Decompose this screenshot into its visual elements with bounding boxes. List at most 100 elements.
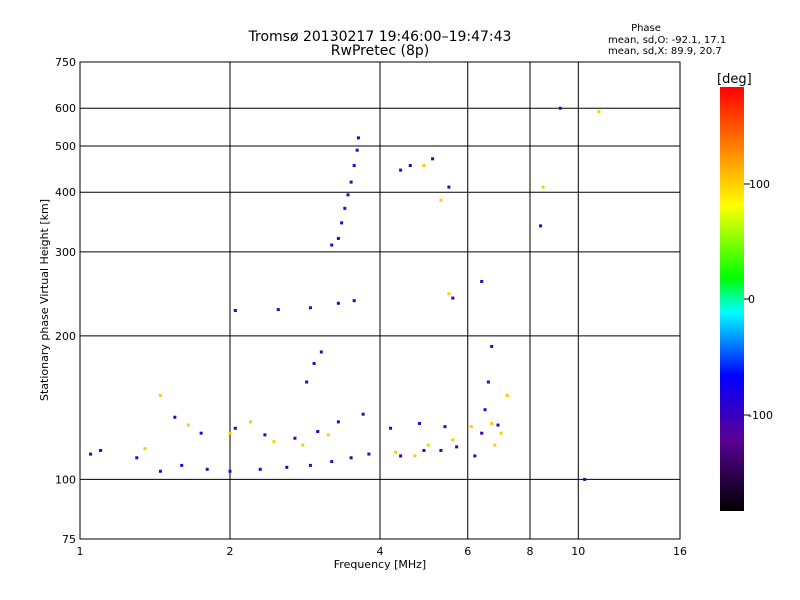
echo-point — [319, 350, 323, 354]
echo-point — [272, 440, 276, 444]
y-tick-label: 400 — [55, 186, 76, 199]
echo-point — [285, 465, 289, 469]
echo-point — [258, 467, 262, 471]
y-tick-labels: 75 100 200 300 400 500 600 750 — [55, 56, 76, 546]
x-tick-label: 10 — [571, 545, 585, 558]
y-tick-label: 200 — [55, 330, 76, 343]
echo-point — [439, 448, 443, 452]
echo-point — [399, 454, 403, 458]
echo-point — [228, 469, 232, 473]
echo-point — [352, 164, 356, 168]
y-tick-label: 600 — [55, 102, 76, 115]
echo-point — [451, 296, 455, 300]
echo-point — [367, 452, 371, 456]
echo-point — [180, 463, 184, 467]
echo-point — [417, 421, 421, 425]
colorbar-label-100: 100 — [749, 178, 770, 191]
y-axis-label: Stationary phase Virtual Height [km] — [38, 199, 51, 401]
echo-point — [499, 431, 503, 435]
echo-point — [399, 168, 403, 172]
echo-point — [597, 110, 601, 114]
echo-point — [343, 206, 347, 210]
echo-point — [340, 221, 344, 225]
chart-grid — [80, 62, 680, 539]
echo-point — [228, 431, 232, 435]
y-tick-label: 100 — [55, 473, 76, 486]
echo-point — [199, 431, 203, 435]
echo-point — [422, 164, 426, 168]
echo-point — [480, 431, 484, 435]
echo-point — [483, 408, 487, 412]
echo-point — [352, 299, 356, 303]
echo-point — [361, 412, 365, 416]
echo-point — [473, 454, 477, 458]
x-tick-label: 4 — [377, 545, 384, 558]
echo-point — [336, 236, 340, 240]
x-axis-label: Frequency [MHz] — [334, 558, 426, 571]
echo-point — [426, 443, 430, 447]
echo-point — [135, 456, 139, 460]
title-line-2: RwPretec (8p) — [331, 43, 429, 59]
echo-point — [330, 243, 334, 247]
echo-point — [158, 469, 162, 473]
x-tick-labels: 1 2 4 6 8 10 16 — [77, 545, 688, 558]
echo-point — [558, 106, 562, 110]
echo-point — [539, 224, 543, 228]
echo-points — [89, 106, 601, 481]
x-tick-label: 2 — [227, 545, 234, 558]
echo-point — [276, 308, 280, 312]
echo-point — [469, 425, 473, 429]
echo-point — [422, 448, 426, 452]
x-tick-label: 1 — [77, 545, 84, 558]
echo-point — [439, 198, 443, 202]
phase-o-stats: mean, sd,O: -92.1, 17.1 — [608, 35, 726, 46]
echo-point — [205, 467, 209, 471]
echo-point — [263, 433, 267, 437]
echo-point — [173, 415, 177, 419]
echo-point — [447, 292, 451, 296]
echo-point — [349, 180, 353, 184]
echo-point — [158, 393, 162, 397]
echo-point — [312, 361, 316, 365]
echo-point — [99, 448, 103, 452]
echo-point — [496, 423, 500, 427]
echo-point — [541, 185, 545, 189]
echo-point — [301, 443, 305, 447]
echo-point — [330, 460, 334, 464]
echo-point — [308, 463, 312, 467]
echo-point — [355, 148, 359, 152]
echo-point — [431, 157, 435, 161]
echo-point — [316, 430, 320, 434]
echo-point — [486, 380, 490, 384]
echo-point — [408, 164, 412, 168]
y-tick-label: 500 — [55, 140, 76, 153]
echo-point — [447, 185, 451, 189]
echo-point — [490, 344, 494, 348]
echo-point — [356, 136, 360, 140]
echo-point — [443, 425, 447, 429]
y-tick-label: 75 — [62, 533, 76, 546]
echo-point — [293, 436, 297, 440]
echo-point — [394, 450, 398, 454]
echo-point — [308, 306, 312, 310]
echo-point — [143, 447, 147, 451]
echo-point — [505, 393, 509, 397]
echo-point — [413, 454, 417, 458]
echo-point — [451, 438, 455, 442]
colorbar — [720, 87, 744, 511]
echo-point — [186, 423, 190, 427]
echo-point — [336, 420, 340, 424]
echo-point — [249, 420, 253, 424]
echo-point — [336, 301, 340, 305]
echo-point — [480, 279, 484, 283]
echo-point — [346, 193, 350, 197]
phase-title: Phase — [631, 23, 661, 34]
phase-x-stats: mean, sd,X: 89.9, 20.7 — [608, 46, 722, 57]
echo-point — [326, 433, 330, 437]
colorbar-unit-label: [deg] — [717, 72, 752, 87]
echo-point — [233, 308, 237, 312]
echo-point — [490, 421, 494, 425]
x-tick-label: 16 — [673, 545, 687, 558]
colorbar-label-0: 0 — [748, 293, 755, 306]
